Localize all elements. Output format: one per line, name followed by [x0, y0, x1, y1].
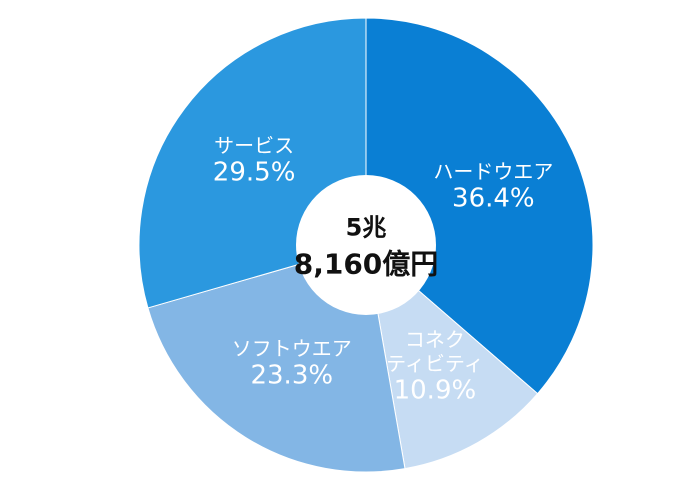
slice-label: コネク ティビティ 10.9%: [386, 327, 484, 406]
slice: [365, 243, 539, 470]
category-label: コネク ティビティ: [386, 327, 484, 376]
value-label: 29.5%: [212, 157, 296, 188]
value-label: 10.9%: [393, 375, 477, 406]
donut-hole: [296, 175, 436, 315]
category-label: ハードウエア: [433, 159, 554, 184]
slice-label: ソフトウエア 23.3%: [232, 336, 352, 391]
center-line: 5兆: [345, 213, 387, 242]
category-label: ソフトウエア: [231, 336, 352, 361]
slice-label: サービス 29.5%: [213, 133, 296, 188]
slice-label: ハードウエア 36.4%: [433, 159, 553, 214]
center-label: 5兆 8,160億円: [294, 208, 439, 283]
slice: [365, 17, 594, 395]
category-label: サービス: [214, 133, 295, 158]
value-label: 36.4%: [452, 183, 535, 214]
center-line: 8,160億円: [293, 247, 439, 281]
value-label: 23.3%: [250, 360, 334, 391]
